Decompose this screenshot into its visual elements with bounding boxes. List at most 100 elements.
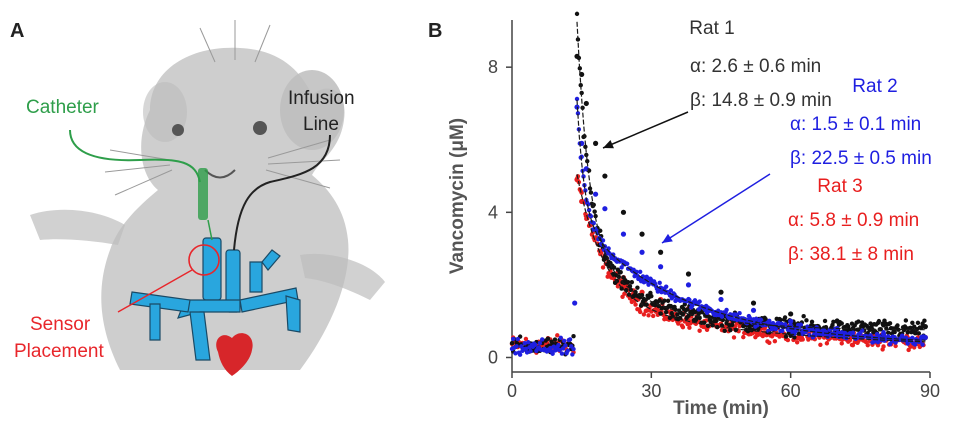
data-point — [575, 111, 581, 116]
catheter-label: Catheter — [26, 97, 100, 118]
data-point — [583, 144, 588, 150]
sensor-placement-label: Sensor — [30, 314, 91, 335]
data-point — [526, 340, 531, 345]
data-point — [881, 344, 886, 349]
data-point — [668, 288, 674, 293]
data-point — [783, 334, 789, 339]
data-point — [777, 334, 782, 339]
data-point — [565, 348, 570, 353]
panel-a-letter: A — [10, 20, 24, 42]
blood-vessel-tree — [129, 237, 301, 361]
sensor-placement-label-2: Placement — [14, 341, 104, 362]
sensor-pointer — [117, 269, 193, 313]
data-point — [804, 318, 809, 323]
data-point — [515, 336, 521, 342]
series-name-label: Rat 3 — [817, 176, 862, 197]
data-point — [733, 312, 739, 317]
data-point — [593, 213, 598, 219]
data-point — [919, 325, 924, 330]
infusion-line-label: Infusion — [288, 88, 355, 109]
data-point — [585, 158, 590, 164]
data-point — [905, 341, 910, 346]
data-point — [537, 340, 543, 346]
data-point — [687, 325, 692, 330]
data-point — [646, 313, 651, 318]
data-point — [865, 342, 870, 348]
data-point — [574, 96, 580, 102]
data-point — [778, 317, 783, 323]
series-name-label: Rat 1 — [689, 18, 734, 39]
data-point — [895, 323, 900, 328]
data-point — [685, 307, 690, 312]
data-point — [788, 318, 794, 324]
data-point — [922, 324, 928, 330]
data-point — [625, 280, 631, 285]
data-point — [782, 315, 788, 320]
data-point — [686, 313, 691, 319]
heart-icon — [216, 333, 253, 376]
data-point — [880, 322, 887, 328]
data-point — [839, 321, 844, 326]
data-point — [889, 339, 895, 344]
data-point — [750, 307, 757, 313]
data-point — [649, 293, 654, 299]
data-point — [886, 330, 891, 335]
data-point — [633, 289, 638, 295]
series-name-label: Rat 2 — [852, 76, 897, 97]
data-point — [788, 311, 794, 317]
data-point — [556, 342, 561, 348]
data-point — [559, 351, 565, 356]
data-point — [785, 337, 791, 343]
data-point — [922, 334, 928, 341]
data-point — [663, 284, 669, 289]
data-point — [910, 320, 915, 325]
data-point — [834, 318, 840, 324]
data-point — [850, 342, 856, 348]
y-tick-label: 0 — [488, 347, 498, 367]
data-point — [908, 325, 913, 331]
data-point — [665, 298, 671, 303]
data-point — [524, 350, 530, 355]
data-point — [514, 344, 519, 349]
data-point — [750, 300, 757, 306]
y-tick-label: 4 — [488, 202, 498, 222]
data-point — [548, 345, 553, 351]
data-point — [533, 342, 538, 347]
data-point — [754, 316, 759, 322]
data-point — [620, 231, 627, 237]
data-point — [644, 302, 649, 307]
data-point — [719, 314, 725, 319]
data-point — [574, 11, 580, 17]
data-point — [708, 319, 713, 325]
data-point — [523, 336, 529, 342]
data-point — [722, 328, 727, 334]
data-point — [718, 296, 724, 303]
data-point — [822, 318, 828, 324]
data-point — [571, 334, 576, 339]
data-point — [539, 337, 545, 342]
data-point — [772, 338, 778, 344]
data-point — [528, 348, 533, 354]
data-point — [624, 261, 630, 267]
data-point — [639, 249, 645, 255]
data-point — [896, 327, 901, 332]
data-point — [523, 346, 529, 351]
data-point — [729, 322, 735, 328]
data-point — [602, 206, 608, 212]
axis-ticks: 0 30 60 90 0 4 8 — [488, 57, 940, 401]
data-point — [680, 312, 686, 317]
data-point — [545, 336, 551, 341]
data-point — [910, 335, 915, 341]
data-point — [510, 336, 516, 342]
data-point — [637, 269, 643, 275]
data-point — [922, 318, 927, 323]
data-point — [856, 319, 861, 324]
x-axis-label: Time (min) — [673, 398, 769, 419]
sensor-circle — [188, 244, 220, 276]
series-annotation: α: 2.6 ± 0.6 min — [690, 56, 821, 77]
data-point — [517, 352, 523, 357]
data-point — [558, 335, 563, 340]
data-point — [650, 313, 656, 319]
infusion-line-label-2: Line — [303, 114, 339, 135]
data-point — [792, 335, 797, 340]
